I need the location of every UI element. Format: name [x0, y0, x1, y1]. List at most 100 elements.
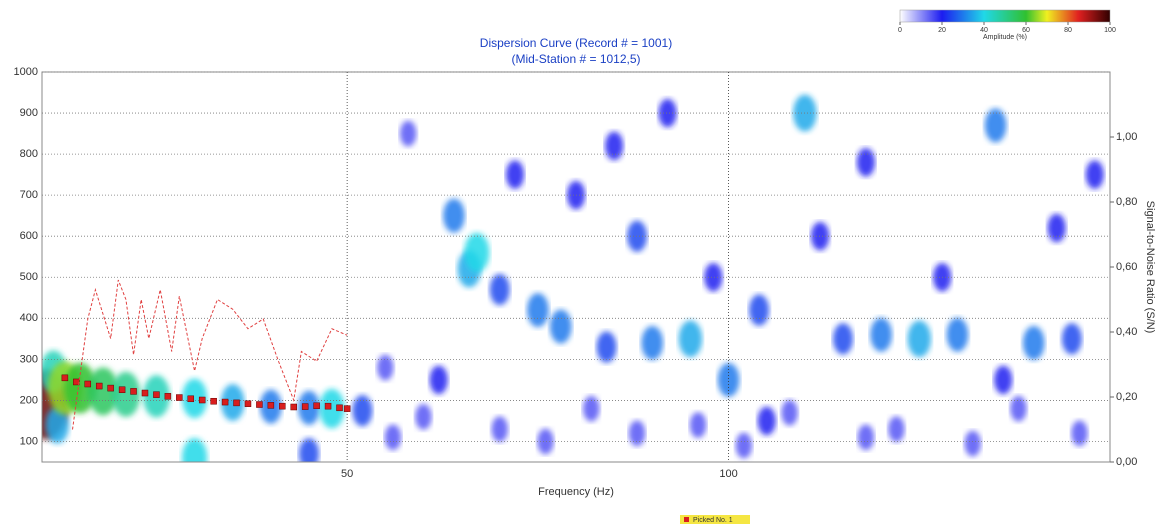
heat-cell — [505, 160, 525, 189]
heat-cell — [537, 428, 554, 455]
heat-cell — [1061, 323, 1082, 355]
picked-point — [313, 402, 320, 410]
y2-tick-label: 0,60 — [1116, 261, 1137, 273]
colorbar-tick-label: 40 — [980, 27, 988, 34]
heat-cell — [377, 354, 394, 381]
heat-cell — [757, 406, 776, 436]
y2-tick-label: 0,40 — [1116, 326, 1137, 338]
heat-cell — [596, 331, 617, 363]
picked-point — [107, 384, 114, 392]
heat-cell — [658, 98, 677, 128]
y-tick-label: 600 — [20, 230, 38, 242]
picked-point — [301, 403, 309, 410]
heat-cell — [833, 323, 853, 355]
heat-cell — [415, 403, 432, 430]
heat-cell — [443, 198, 465, 233]
heat-cell — [994, 365, 1013, 395]
picked-point — [290, 403, 297, 411]
heat-cell — [888, 416, 905, 443]
picked-point — [176, 394, 183, 401]
heat-cell — [870, 317, 892, 352]
picked-point — [130, 388, 137, 395]
heatmap — [42, 94, 1104, 462]
picked-point — [267, 402, 275, 409]
heat-cell — [678, 320, 703, 358]
y-tick-label: 1000 — [14, 66, 38, 78]
y2-tick-label: 1,00 — [1116, 131, 1137, 143]
heat-cell — [605, 131, 624, 161]
y2-tick-label: 0,20 — [1116, 391, 1137, 403]
picked-point — [95, 382, 103, 390]
heat-cell — [1022, 325, 1045, 360]
y-tick-label: 500 — [20, 271, 38, 283]
heat-cell — [964, 430, 981, 457]
heat-cell — [641, 325, 664, 360]
y2-axis-label: Signal-to-Noise Ratio (S/N) — [1144, 201, 1156, 334]
heat-cell — [384, 424, 402, 451]
picked-point — [73, 378, 80, 386]
picked-point — [221, 398, 229, 406]
picked-point — [343, 405, 351, 412]
heat-cell — [984, 108, 1007, 143]
picked-point — [141, 389, 149, 397]
heat-cell — [781, 399, 798, 426]
picked-point — [256, 401, 263, 408]
heat-cell — [717, 362, 740, 397]
heat-cell — [735, 432, 753, 459]
legend-box — [680, 515, 750, 524]
heat-cell — [811, 221, 830, 251]
heat-cell — [583, 395, 600, 422]
x-tick-label: 50 — [341, 468, 353, 480]
colorbar-label: Amplitude (%) — [983, 34, 1027, 41]
heat-cell — [220, 384, 245, 421]
x-tick-label: 100 — [719, 468, 737, 480]
heat-cell — [527, 293, 549, 328]
y2-tick-label: 0,00 — [1116, 456, 1137, 468]
y2-tick-label: 0,80 — [1116, 196, 1137, 208]
picked-point — [153, 391, 160, 398]
y-tick-label: 100 — [20, 435, 38, 447]
picked-point — [244, 400, 252, 407]
picked-point — [198, 396, 206, 404]
picked-point — [187, 395, 195, 403]
colorbar-tick-label: 20 — [938, 27, 946, 34]
colorbar-tick-label: 60 — [1022, 27, 1030, 34]
snr-line — [72, 279, 348, 430]
heat-cell — [1047, 213, 1066, 243]
colorbar-tick-label: 80 — [1064, 27, 1072, 34]
colorbar-tick-label: 0 — [898, 27, 902, 34]
x-axis-label: Frequency (Hz) — [538, 486, 614, 498]
heat-cell — [946, 317, 969, 352]
heat-cell — [489, 273, 510, 306]
heat-cell — [628, 420, 646, 447]
heat-cell — [856, 148, 875, 177]
heat-cell — [45, 406, 69, 444]
picked-point — [233, 399, 240, 407]
heat-cell — [907, 320, 932, 358]
heat-cell — [299, 438, 319, 462]
heat-cell — [319, 388, 345, 429]
heat-cell — [704, 262, 723, 292]
picked-point — [61, 374, 69, 382]
y-tick-label: 400 — [20, 312, 38, 324]
heat-cell — [464, 232, 490, 273]
colorbar-tick-label: 100 — [1104, 27, 1116, 34]
heat-cell — [857, 424, 875, 451]
heat-cell — [352, 395, 373, 427]
heat-cell — [1010, 395, 1027, 422]
heat-cell — [298, 390, 320, 425]
heat-cell — [1085, 160, 1104, 189]
picked-point — [164, 393, 172, 400]
picked-point — [336, 404, 343, 412]
colorbar — [899, 9, 1111, 23]
y-tick-label: 800 — [20, 148, 38, 160]
y-tick-label: 700 — [20, 189, 38, 201]
picked-point — [84, 380, 92, 388]
heat-cell — [111, 371, 141, 417]
heat-cell — [491, 416, 508, 443]
picked-point — [324, 402, 332, 410]
heat-cell — [749, 294, 770, 326]
y-tick-label: 200 — [20, 394, 38, 406]
picked-point — [118, 386, 126, 393]
